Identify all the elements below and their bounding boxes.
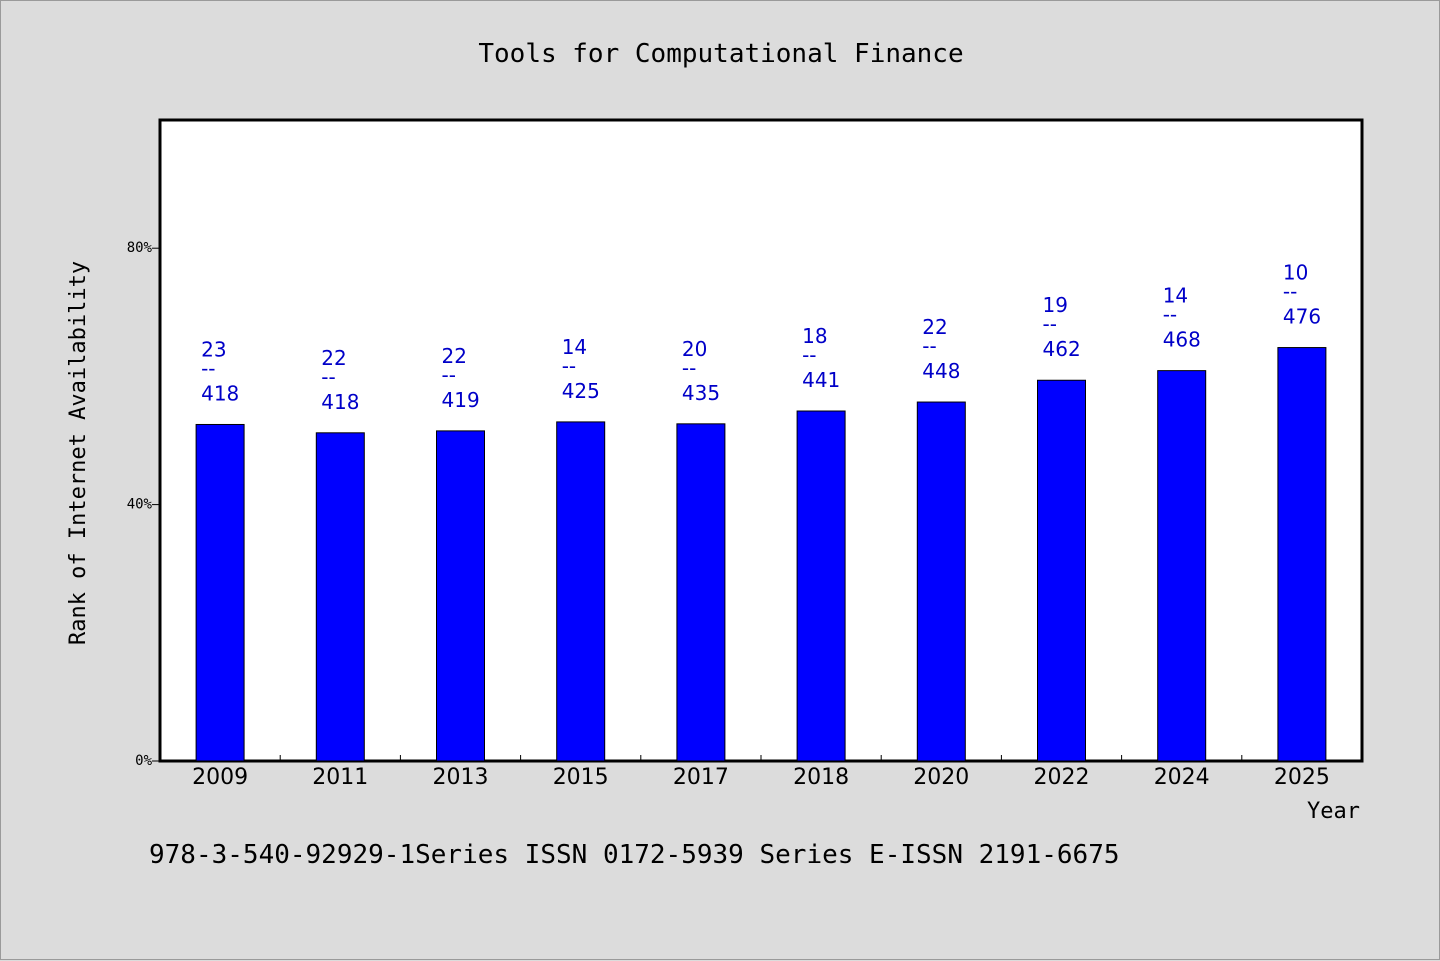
y-tick-label-40: 40%: [127, 497, 153, 513]
data-label-top-2020: 22: [922, 315, 947, 339]
bar-2017: [676, 423, 726, 762]
data-label-bottom-2022: 462: [1043, 337, 1081, 361]
data-label-separator-2018: --: [802, 343, 816, 367]
bars-layer: [195, 347, 1327, 762]
x-tick-label-2022: 2022: [1034, 765, 1090, 790]
data-label-top-2009: 23: [201, 337, 226, 361]
x-tick-label-2018: 2018: [793, 765, 849, 790]
bar-2022: [1037, 379, 1086, 762]
y-axis-title: Rank of Internet Availability: [66, 261, 91, 645]
data-label-separator-2013: --: [442, 363, 456, 387]
bar-2015: [556, 421, 606, 762]
x-axis-title: Year: [1307, 799, 1360, 824]
data-label-bottom-2018: 441: [802, 368, 840, 392]
data-label-separator-2009: --: [201, 356, 215, 380]
data-label-top-2024: 14: [1163, 284, 1188, 308]
bar-2024: [1157, 370, 1207, 762]
data-label-separator-2025: --: [1283, 280, 1297, 304]
x-tick-label-2013: 2013: [433, 765, 489, 790]
data-label-separator-2020: --: [922, 334, 936, 358]
data-label-separator-2022: --: [1043, 312, 1057, 336]
data-label-top-2013: 22: [442, 344, 467, 368]
data-label-separator-2017: --: [682, 356, 696, 380]
x-tick-label-2015: 2015: [553, 765, 609, 790]
data-label-top-2025: 10: [1283, 261, 1308, 285]
y-tick-label-80: 80%: [127, 240, 153, 256]
x-tick-label-2017: 2017: [673, 765, 729, 790]
data-label-bottom-2025: 476: [1283, 305, 1321, 329]
data-label-top-2017: 20: [682, 337, 707, 361]
bar-2009: [195, 423, 245, 762]
data-label-bottom-2020: 448: [922, 359, 960, 383]
data-label-bottom-2015: 425: [562, 379, 600, 403]
x-tick-label-2011: 2011: [312, 765, 368, 790]
x-tick-label-2025: 2025: [1274, 765, 1330, 790]
x-tick-label-2024: 2024: [1154, 765, 1210, 790]
data-label-top-2022: 19: [1043, 293, 1068, 317]
data-label-bottom-2017: 435: [682, 381, 720, 405]
data-label-bottom-2011: 418: [321, 390, 359, 414]
x-axis: 2009 2011 2013 2015 2017 2018 2020 2022 2024 2025: [192, 755, 1330, 790]
chart-title: Tools for Computational Finance: [478, 39, 963, 69]
data-label-top-2015: 14: [562, 335, 587, 359]
bar-2018: [796, 410, 846, 762]
footer-issn-text: 978-3-540-92929-1Series ISSN 0172-5939 S…: [149, 840, 1120, 870]
bar-2011: [315, 432, 365, 762]
data-label-bottom-2013: 419: [442, 388, 480, 412]
data-label-bottom-2024: 468: [1163, 328, 1201, 352]
bar-2025: [1277, 347, 1327, 762]
data-label-separator-2015: --: [562, 354, 576, 378]
data-label-top-2011: 22: [321, 346, 346, 370]
x-tick-label-2020: 2020: [913, 765, 969, 790]
data-labels-layer: 23--41822--41822--41914--42520--43518--4…: [201, 261, 1321, 414]
data-label-separator-2024: --: [1163, 303, 1177, 327]
bar-2013: [436, 430, 485, 762]
bar-2020: [916, 401, 966, 762]
y-tick-label-0: 0%: [135, 753, 152, 769]
x-tick-label-2009: 2009: [192, 765, 248, 790]
data-label-separator-2011: --: [321, 365, 335, 389]
data-label-bottom-2009: 418: [201, 381, 239, 405]
data-label-top-2018: 18: [802, 324, 827, 348]
y-axis: 0% 40% 80%: [127, 240, 160, 769]
